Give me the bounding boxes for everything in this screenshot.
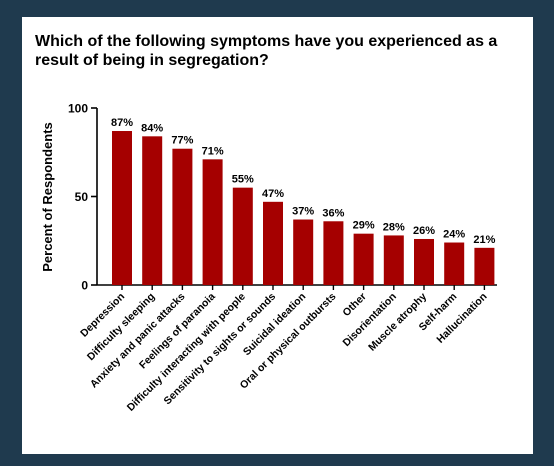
data-label: 26% (413, 225, 435, 237)
bar (112, 131, 132, 285)
bar (232, 187, 253, 285)
data-label: 28% (383, 221, 405, 233)
chart-title: Which of the following symptoms have you… (35, 33, 498, 69)
data-label: 71% (202, 145, 224, 157)
y-tick-label: 50 (75, 190, 89, 204)
bar-chart: Percent of Respondents 05010087%Depressi… (40, 102, 497, 414)
bar (263, 201, 283, 285)
data-label: 84% (141, 122, 163, 134)
data-label: 37% (292, 206, 314, 218)
bar (444, 242, 465, 285)
data-label: 29% (353, 220, 375, 232)
bar (383, 235, 404, 285)
data-label: 24% (443, 229, 465, 241)
data-label: 47% (262, 188, 284, 200)
bar (142, 136, 163, 285)
data-label: 87% (111, 117, 133, 129)
bar (353, 233, 374, 285)
chart-panel: Which of the following symptoms have you… (22, 17, 533, 454)
bar (414, 238, 434, 285)
y-axis-label: Percent of Respondents (40, 122, 55, 272)
bar (202, 159, 223, 285)
category-label: Other (340, 291, 368, 319)
bar (293, 219, 314, 285)
data-label: 36% (322, 207, 344, 219)
data-label: 55% (232, 174, 254, 186)
category-label: Sensitivity to sights or sounds (162, 291, 279, 408)
bar (474, 247, 495, 285)
bar (323, 221, 344, 285)
data-label: 21% (473, 234, 495, 246)
data-label: 77% (171, 135, 193, 147)
y-tick-label: 0 (81, 279, 88, 293)
y-tick-label: 100 (68, 102, 88, 116)
bar (172, 148, 193, 285)
